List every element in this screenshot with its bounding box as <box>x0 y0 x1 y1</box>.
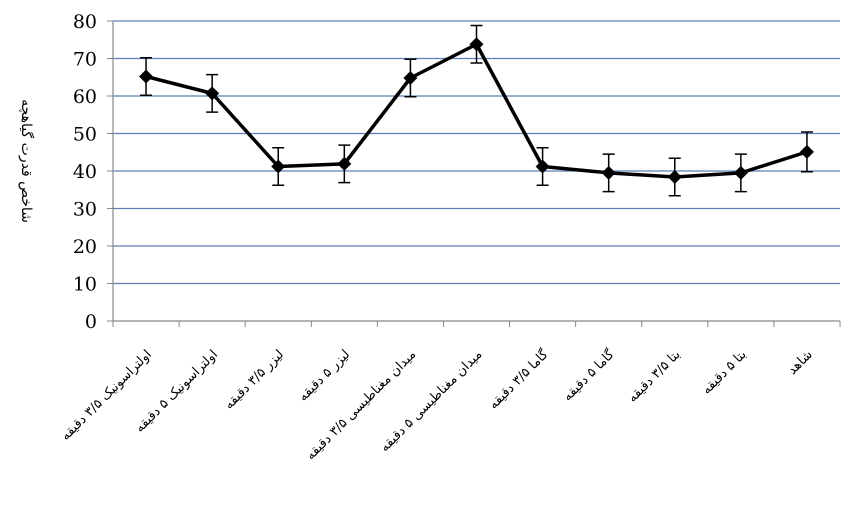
y-tick-label: 10 <box>73 274 97 296</box>
x-category-label: شاهد <box>785 347 816 378</box>
x-category-label: میدان مغناطیسی ۳/۵ دقیقه <box>303 347 419 463</box>
series-line-path <box>145 42 808 179</box>
axes <box>107 20 841 327</box>
data-point <box>337 156 352 171</box>
data-point <box>535 159 550 174</box>
x-category-label: لیزر ۳/۵ دقیقه <box>222 347 287 412</box>
y-tick-label: 80 <box>73 11 97 33</box>
y-tick-labels: 0 10 20 30 40 50 60 70 80 <box>73 11 97 333</box>
y-tick-label: 0 <box>85 311 97 333</box>
x-category-label: بتا ۵ دقیقه <box>699 347 749 397</box>
y-tick-label: 20 <box>73 236 97 258</box>
y-axis-title: شاخص قدرت گیاهچه <box>18 99 35 223</box>
data-point <box>601 165 616 180</box>
data-point <box>667 170 682 184</box>
x-category-label: گاما ۵ دقیقه <box>560 346 618 404</box>
y-tick-label: 60 <box>73 86 97 108</box>
series-line <box>139 37 814 184</box>
x-category-label: گاما ۳/۵ دقیقه <box>486 346 552 412</box>
data-point <box>205 86 220 101</box>
data-point <box>799 144 814 159</box>
data-point <box>733 165 748 180</box>
gridlines <box>113 20 840 285</box>
data-point <box>271 159 286 174</box>
y-tick-label: 50 <box>73 124 97 146</box>
x-category-label: لیزر ۵ دقیقه <box>296 347 353 404</box>
y-tick-label: 40 <box>73 161 97 183</box>
data-point <box>469 37 484 52</box>
x-category-label: بتا ۳/۵ دقیقه <box>625 347 683 405</box>
data-point <box>139 69 154 84</box>
data-point <box>403 71 418 85</box>
y-tick-label: 30 <box>73 199 97 221</box>
y-tick-label: 70 <box>73 49 97 71</box>
